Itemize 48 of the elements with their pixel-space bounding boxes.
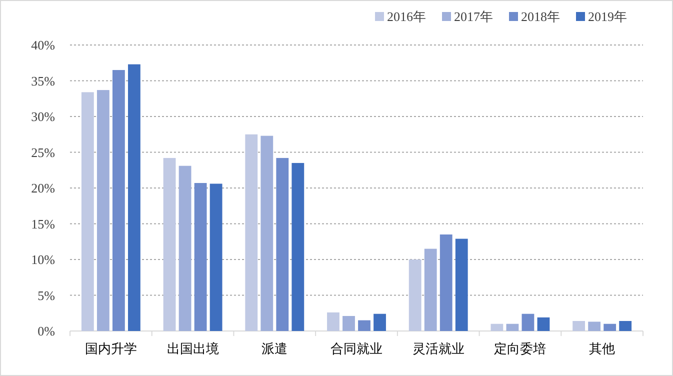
y-tick-label: 0% (38, 324, 56, 339)
x-tick-label: 合同就业 (330, 342, 382, 357)
bar (81, 92, 94, 331)
bar (292, 162, 304, 331)
x-tick-label: 其他 (589, 342, 616, 357)
bar (604, 324, 616, 331)
bar (276, 158, 289, 331)
bar (506, 324, 519, 331)
y-tick-label: 35% (31, 73, 56, 88)
legend-label: 2017年 (454, 9, 493, 24)
bar (178, 166, 192, 331)
bar (112, 70, 125, 331)
bar (374, 314, 386, 331)
y-tick-label: 20% (31, 180, 56, 196)
bar (455, 238, 468, 331)
bar (96, 90, 110, 331)
bar (408, 260, 422, 331)
bar (490, 324, 504, 331)
x-tick-label: 派遣 (262, 342, 288, 357)
bar (619, 320, 632, 331)
y-tick-label: 5% (38, 288, 56, 303)
bar (522, 314, 534, 331)
bar (342, 316, 355, 331)
bar (210, 184, 222, 331)
y-tick-label: 40% (31, 38, 56, 53)
y-tick-label: 25% (31, 144, 56, 160)
legend-label: 2016年 (387, 9, 426, 24)
bar (245, 134, 258, 331)
bar (572, 320, 586, 331)
bar (537, 317, 550, 331)
x-tick-label: 国内升学 (84, 342, 137, 357)
bar (260, 136, 274, 331)
x-tick-label: 出国出境 (166, 341, 219, 357)
bar (358, 320, 370, 331)
y-tick-label: 30% (31, 109, 56, 124)
y-tick-label: 15% (31, 216, 56, 232)
bar (128, 64, 140, 331)
bar (424, 248, 437, 331)
legend-label: 2018年 (521, 9, 560, 24)
bar (327, 312, 340, 331)
x-tick-label: 灵活就业 (412, 342, 464, 357)
x-tick-label: 定向委培 (494, 342, 546, 357)
bar (588, 322, 601, 331)
legend-label: 2019年 (588, 9, 627, 24)
bar (194, 182, 207, 331)
y-tick-label: 10% (31, 252, 56, 268)
bar (163, 158, 176, 331)
bar (440, 234, 452, 331)
